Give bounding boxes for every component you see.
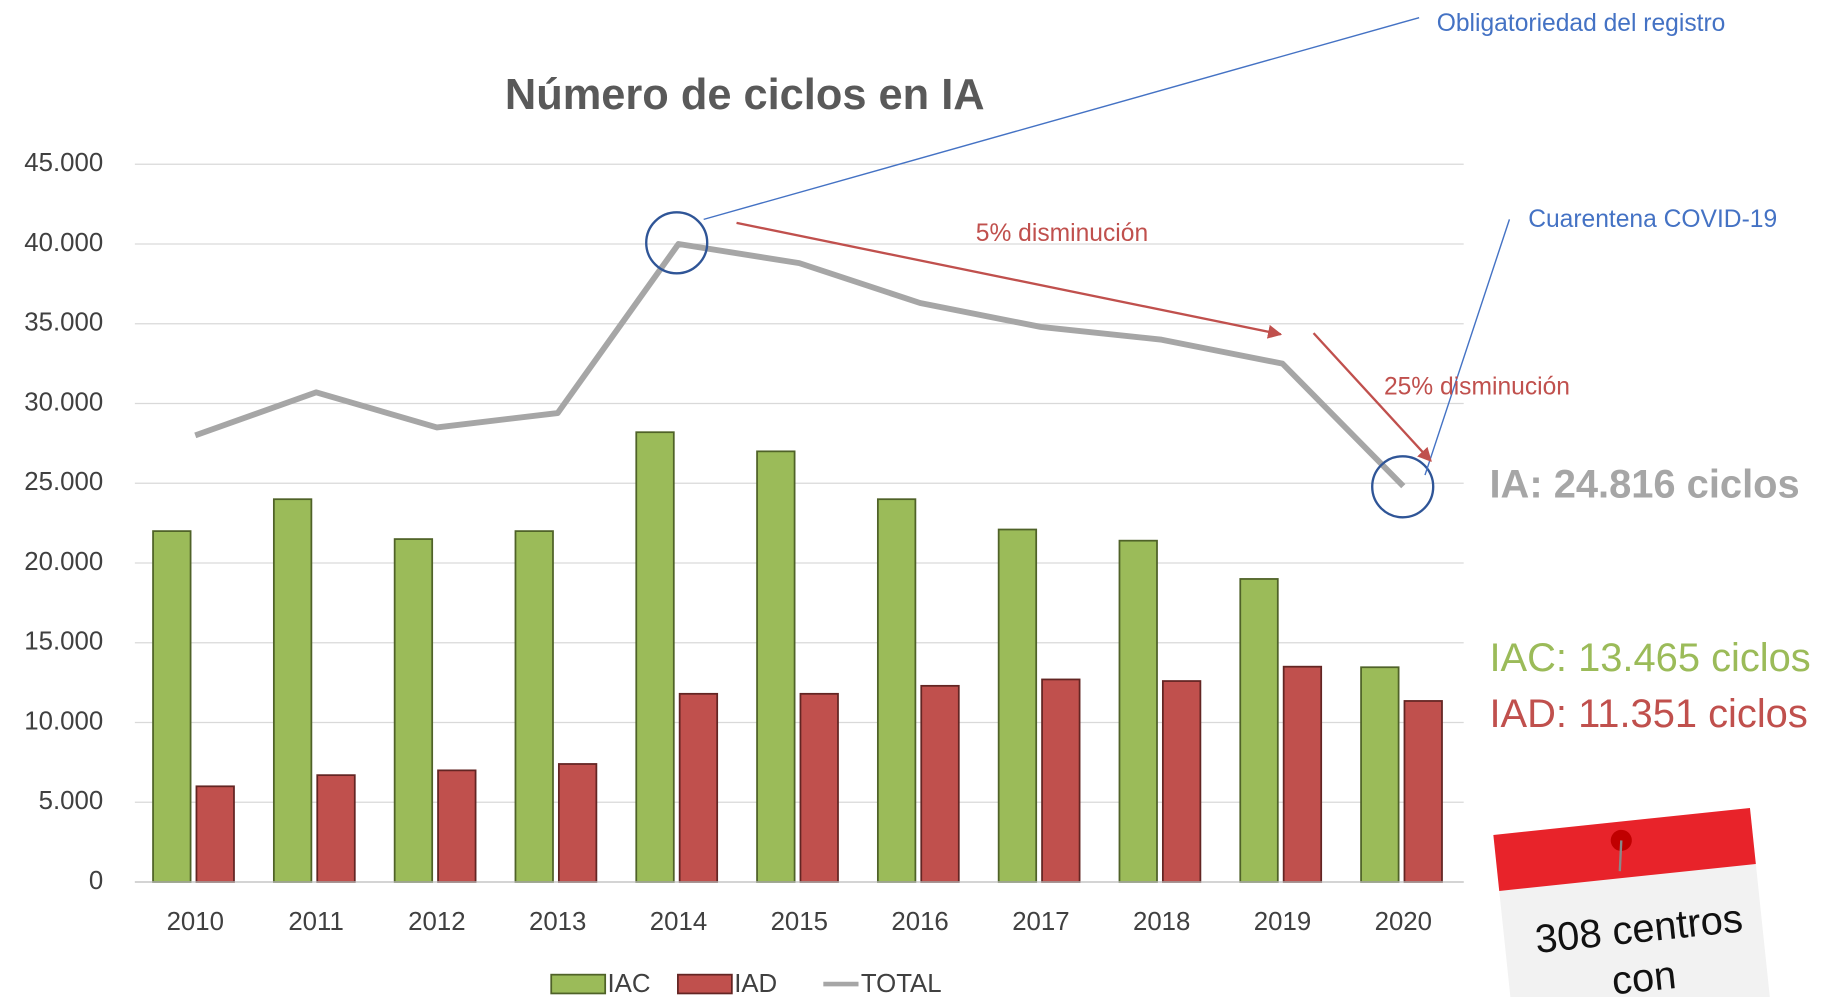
bar bbox=[800, 694, 838, 882]
bar bbox=[153, 531, 191, 882]
annotation: 5% disminución bbox=[976, 220, 1148, 247]
chart: Número de ciclos en IA 0 5.000 10.000 15.00… bbox=[0, 0, 1839, 997]
sticky-note: 308 centros con bbox=[1493, 808, 1772, 997]
annotation: Obligatoriedad del registro bbox=[1437, 10, 1726, 37]
x-tick-label: 2011 bbox=[288, 908, 343, 936]
x-tick-label: 2018 bbox=[1133, 908, 1190, 936]
bar bbox=[1404, 701, 1442, 882]
x-tick-label: 2020 bbox=[1375, 908, 1432, 936]
bar bbox=[921, 686, 959, 882]
annotation: IA: 24.816 ciclos bbox=[1489, 462, 1799, 506]
y-tick-label: 15.000 bbox=[24, 628, 103, 656]
x-tick-label: 2016 bbox=[891, 908, 948, 936]
x-tick-label: 2013 bbox=[529, 908, 586, 936]
y-tick-label: 5.000 bbox=[39, 787, 104, 815]
x-tick-label: 2014 bbox=[650, 908, 707, 936]
bar bbox=[559, 764, 597, 882]
y-tick-label: 40.000 bbox=[24, 229, 103, 257]
bar bbox=[1361, 667, 1399, 882]
callout-line bbox=[1425, 219, 1509, 475]
bar bbox=[1042, 679, 1080, 882]
bar bbox=[680, 694, 718, 882]
bar bbox=[395, 539, 433, 882]
legend-swatch bbox=[551, 975, 605, 994]
legend-label: IAD bbox=[734, 970, 777, 997]
y-tick-label: 25.000 bbox=[24, 468, 103, 496]
legend-swatch bbox=[678, 975, 732, 994]
legend-label: IAC bbox=[608, 970, 651, 997]
bar bbox=[636, 432, 674, 882]
x-tick-label: 2012 bbox=[408, 908, 465, 936]
y-tick-label: 0 bbox=[89, 867, 103, 895]
bar bbox=[878, 499, 916, 882]
chart-title: Número de ciclos en IA bbox=[505, 71, 985, 119]
bar bbox=[438, 770, 476, 882]
annotation: IAD: 11.351 ciclos bbox=[1489, 692, 1807, 736]
bar bbox=[1119, 541, 1157, 882]
y-tick-label: 10.000 bbox=[24, 707, 103, 735]
bar bbox=[757, 451, 795, 882]
bar bbox=[1240, 579, 1278, 882]
note-text: con bbox=[1610, 953, 1679, 997]
line bbox=[195, 244, 1403, 486]
y-tick-label: 35.000 bbox=[24, 309, 103, 337]
x-tick-label: 2015 bbox=[771, 908, 828, 936]
legend-label: TOTAL bbox=[861, 970, 942, 997]
y-tick-label: 45.000 bbox=[24, 149, 103, 177]
annotation: Cuarentena COVID-19 bbox=[1528, 206, 1777, 233]
x-tick-label: 2019 bbox=[1254, 908, 1311, 936]
bar bbox=[196, 786, 234, 882]
x-tick-label: 2010 bbox=[167, 908, 224, 936]
bar bbox=[1284, 667, 1322, 882]
highlight-circle bbox=[1372, 456, 1433, 517]
bar bbox=[515, 531, 553, 882]
bar bbox=[1163, 681, 1201, 882]
annotation: IAC: 13.465 ciclos bbox=[1489, 636, 1810, 680]
bar bbox=[317, 775, 355, 882]
bar bbox=[999, 530, 1037, 883]
y-tick-label: 20.000 bbox=[24, 548, 103, 576]
bar bbox=[274, 499, 312, 882]
annotation: 25% disminución bbox=[1384, 374, 1570, 401]
y-tick-label: 30.000 bbox=[24, 388, 103, 416]
x-tick-label: 2017 bbox=[1012, 908, 1069, 936]
